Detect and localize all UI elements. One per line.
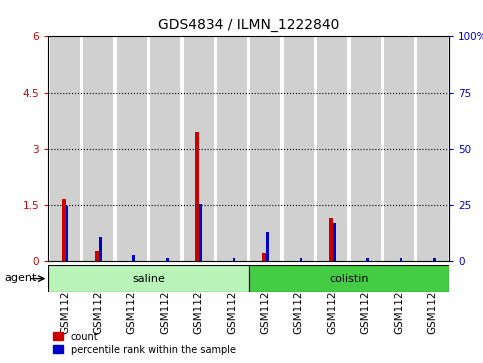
Bar [433, 258, 436, 261]
Text: agent: agent [5, 273, 37, 283]
Bar [217, 36, 247, 261]
Bar [233, 258, 235, 261]
Bar [317, 36, 347, 261]
Bar [400, 258, 402, 261]
Text: saline: saline [132, 274, 165, 284]
Bar [117, 36, 147, 261]
Bar [132, 254, 135, 261]
Bar [266, 232, 269, 261]
Bar [95, 251, 99, 261]
Bar [417, 36, 448, 261]
Bar [50, 36, 80, 261]
Bar [250, 36, 281, 261]
Bar [299, 258, 302, 261]
Bar [351, 36, 381, 261]
Bar [62, 200, 66, 261]
Bar [333, 223, 336, 261]
Bar [366, 258, 369, 261]
Bar [66, 206, 69, 261]
Bar [384, 36, 414, 261]
Bar [262, 253, 266, 261]
Bar [195, 132, 199, 261]
Bar [166, 258, 169, 261]
Bar [150, 36, 180, 261]
Bar [48, 265, 249, 292]
Bar [284, 36, 314, 261]
Bar [329, 218, 333, 261]
Bar [184, 36, 213, 261]
Bar [99, 237, 102, 261]
Legend: count, percentile rank within the sample: count, percentile rank within the sample [53, 331, 236, 355]
Text: colistin: colistin [329, 274, 369, 284]
Bar [249, 265, 449, 292]
Bar [199, 204, 202, 261]
Bar [84, 36, 114, 261]
Title: GDS4834 / ILMN_1222840: GDS4834 / ILMN_1222840 [158, 19, 340, 33]
